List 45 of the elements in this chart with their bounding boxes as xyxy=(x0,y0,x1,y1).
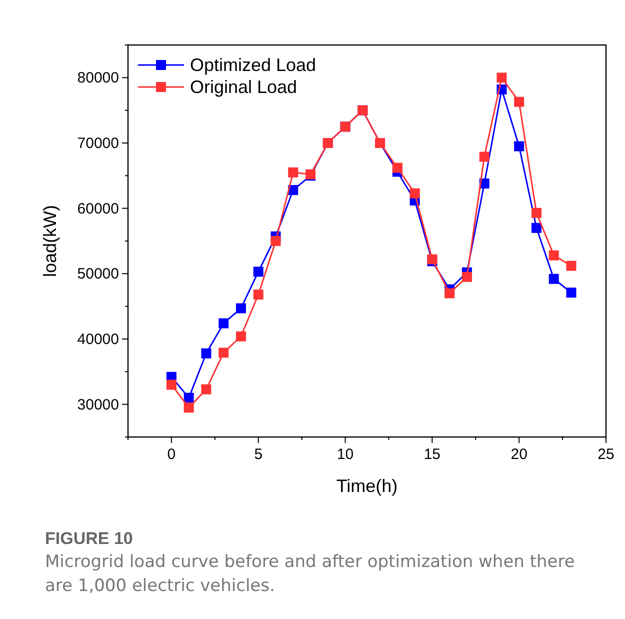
y-tick-label: 80000 xyxy=(77,70,119,87)
point xyxy=(392,162,402,173)
point xyxy=(444,288,455,298)
point xyxy=(531,222,542,233)
point xyxy=(236,331,246,342)
point xyxy=(548,274,559,284)
x-tick-label: 0 xyxy=(167,446,176,463)
point xyxy=(270,236,281,246)
x-axis-title: Time(h) xyxy=(336,476,398,496)
point xyxy=(166,380,176,390)
point xyxy=(462,272,472,282)
point xyxy=(253,266,264,277)
y-tick-label: 30000 xyxy=(77,396,119,414)
point xyxy=(514,96,524,107)
point xyxy=(548,250,559,260)
point xyxy=(566,260,576,271)
x-tick-label: 10 xyxy=(336,446,354,463)
point xyxy=(566,288,576,298)
x-tick-label: 15 xyxy=(424,446,441,463)
y-tick-label: 70000 xyxy=(77,135,119,152)
y-axis-title: load(kW) xyxy=(40,204,60,278)
point xyxy=(218,348,229,358)
y-tick-label: 60000 xyxy=(77,200,119,218)
y-tick-label: 40000 xyxy=(77,331,119,348)
point xyxy=(253,290,264,300)
x-tick-label: 20 xyxy=(510,446,528,463)
point xyxy=(410,188,420,198)
point xyxy=(288,167,298,178)
point xyxy=(201,384,212,394)
caption: FIGURE 10 xyxy=(45,529,133,548)
text: Microgrid load curve before and after optimization when there are 1,000 electric vehicles. xyxy=(45,551,576,598)
point xyxy=(514,141,524,152)
legend-label: Original Load xyxy=(190,77,298,97)
y-tick-label: 50000 xyxy=(77,266,119,283)
point xyxy=(236,303,246,314)
point xyxy=(531,208,542,218)
point xyxy=(201,348,212,358)
point xyxy=(479,152,490,162)
legend-label: Optimized Load xyxy=(190,55,316,75)
point xyxy=(496,72,507,83)
x-tick-label: 5 xyxy=(254,446,263,463)
point xyxy=(218,318,229,328)
point xyxy=(184,392,194,403)
point xyxy=(184,402,194,413)
x-tick-label: 25 xyxy=(598,446,614,463)
